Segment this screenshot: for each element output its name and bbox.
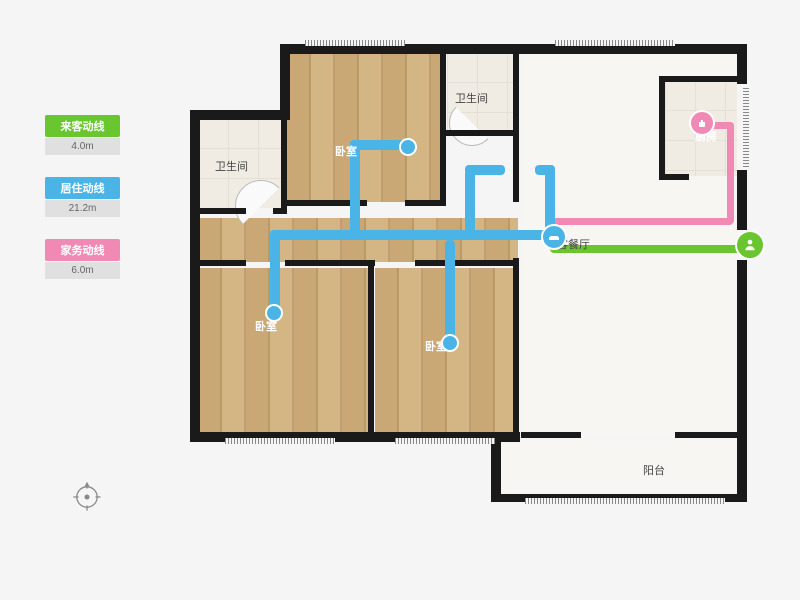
room-bedroom2	[198, 268, 368, 438]
wall	[273, 208, 287, 214]
legend-item-guest: 来客动线 4.0m	[45, 115, 120, 155]
entry-icon	[735, 230, 765, 260]
wall	[198, 208, 246, 214]
wall	[281, 118, 287, 212]
room-balcony	[497, 440, 741, 498]
wall	[737, 260, 747, 440]
wall	[190, 110, 290, 120]
legend-value: 6.0m	[45, 262, 120, 279]
wall	[368, 260, 374, 438]
label-bathroom1: 卫生间	[215, 158, 248, 174]
node-icon	[399, 138, 417, 156]
window	[305, 40, 405, 46]
path-living	[535, 165, 555, 175]
wall	[659, 76, 665, 180]
legend: 来客动线 4.0m 居住动线 21.2m 家务动线 6.0m	[45, 115, 120, 301]
window	[743, 88, 749, 168]
room-bedroom1	[287, 52, 442, 202]
wall	[405, 200, 445, 206]
path-housework	[727, 122, 734, 224]
node-icon	[265, 304, 283, 322]
wall	[521, 432, 581, 438]
kitchen-icon	[689, 110, 715, 136]
node-icon	[441, 334, 459, 352]
path-housework	[553, 218, 733, 225]
wall	[675, 432, 741, 438]
wall	[737, 170, 747, 230]
wall	[446, 130, 516, 136]
window	[555, 40, 675, 46]
living-icon	[541, 224, 567, 250]
path-living	[465, 165, 505, 175]
window	[225, 438, 335, 444]
wall	[198, 260, 246, 266]
label-balcony: 阳台	[643, 462, 665, 478]
wall	[415, 260, 519, 266]
wall	[285, 260, 375, 266]
window	[525, 498, 725, 504]
wall	[280, 44, 290, 120]
window	[395, 438, 495, 444]
path-living	[270, 230, 280, 310]
wall	[513, 52, 519, 202]
label-bathroom2: 卫生间	[455, 90, 488, 106]
path-living	[445, 240, 455, 340]
compass-icon	[70, 480, 104, 519]
legend-value: 21.2m	[45, 200, 120, 217]
legend-value: 4.0m	[45, 138, 120, 155]
legend-label: 来客动线	[45, 115, 120, 137]
legend-label: 家务动线	[45, 239, 120, 261]
wall	[440, 52, 446, 206]
path-living	[270, 230, 555, 240]
path-living	[465, 170, 475, 240]
wall	[737, 432, 747, 502]
legend-label: 居住动线	[45, 177, 120, 199]
legend-item-housework: 家务动线 6.0m	[45, 239, 120, 279]
wall	[659, 76, 743, 82]
wall	[491, 436, 501, 500]
wall	[513, 258, 519, 438]
wall	[659, 174, 689, 180]
floorplan: 卫生间 卧室 卫生间 客餐厅 厨房 卧室 卧室 阳台	[175, 40, 765, 500]
label-bedroom1: 卧室	[335, 143, 357, 159]
legend-item-living: 居住动线 21.2m	[45, 177, 120, 217]
path-living	[350, 140, 405, 150]
wall	[190, 110, 200, 442]
